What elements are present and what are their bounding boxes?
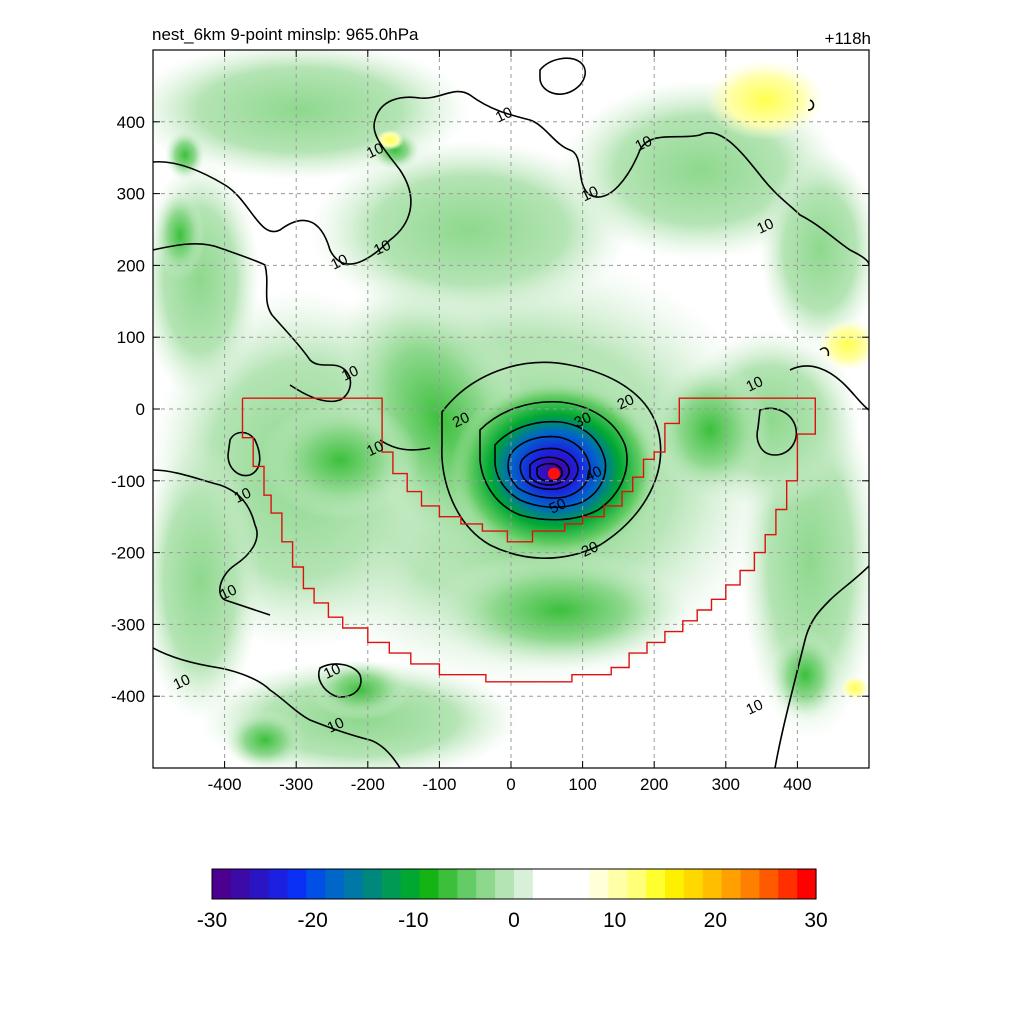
colorbar-swatch xyxy=(268,869,289,899)
colorbar-swatch xyxy=(570,869,591,899)
contour-label: 10 xyxy=(364,438,386,460)
contour-label: 20 xyxy=(450,409,472,431)
plot-title: nest_6km 9-point minslp: 965.0hPa xyxy=(152,25,419,44)
y-tick-label: -300 xyxy=(111,615,145,634)
colorbar-frame xyxy=(211,868,817,900)
x-tick-label: -100 xyxy=(422,775,456,794)
contour-labels: 10 10 10 10 10 10 10 10 10 10 10 10 10 10 10 10 20 20 20 30… xyxy=(171,104,777,737)
colorbar-tick-label: 30 xyxy=(804,909,827,932)
y-tick-label: 300 xyxy=(117,185,145,204)
y-tick-label: 100 xyxy=(117,328,145,347)
colorbar-swatch xyxy=(230,869,251,899)
x-tick-label: 100 xyxy=(568,775,596,794)
colorbar-tick-label: -20 xyxy=(297,909,327,932)
colorbar-swatch xyxy=(589,869,609,899)
colorbar-swatch xyxy=(306,869,326,899)
colorbar-swatch xyxy=(608,869,628,899)
colorbar: -30 -20 -10 0 10 20 30 xyxy=(197,868,828,932)
contour-label: 20 xyxy=(579,538,601,560)
contour-label: 40 xyxy=(582,463,604,485)
forecast-hour-label: +118h xyxy=(825,29,871,48)
contour-lines xyxy=(153,57,869,768)
colorbar-swatch xyxy=(514,869,534,899)
x-tick-label: 300 xyxy=(712,775,740,794)
contour-label: 10 xyxy=(321,660,343,682)
colorbar-tick-label: -30 xyxy=(197,909,227,932)
x-tick-label: 200 xyxy=(640,775,668,794)
y-tick-label: -200 xyxy=(111,544,145,563)
contour-label: 10 xyxy=(743,373,765,395)
plot-area: 10 10 10 10 10 10 10 10 10 10 10 10 10 10 10 10 20 20 20 30… xyxy=(153,50,869,768)
colorbar-swatch xyxy=(344,869,364,899)
y-tick-label: -400 xyxy=(111,687,145,706)
contour-label: 10 xyxy=(171,671,193,693)
colorbar-swatch xyxy=(381,869,402,899)
colorbar-swatch xyxy=(797,869,817,899)
colorbar-swatch xyxy=(551,869,572,899)
colorbar-swatch xyxy=(778,869,798,899)
colorbar-swatch xyxy=(759,869,779,899)
colorbar-swatch xyxy=(740,869,760,899)
x-tick-label: 0 xyxy=(506,775,515,794)
x-tick-label: -300 xyxy=(279,775,313,794)
colorbar-swatch xyxy=(646,869,666,899)
shading-layer xyxy=(153,50,869,768)
colorbar-tick-label: 20 xyxy=(704,909,727,932)
colorbar-swatch xyxy=(721,869,742,899)
x-tick-label: -200 xyxy=(351,775,385,794)
contour-label: 10 xyxy=(328,251,350,273)
contour-label: 20 xyxy=(615,391,637,413)
contour-label: 10 xyxy=(325,714,347,736)
contour-label: 10 xyxy=(493,104,515,126)
colorbar-swatch xyxy=(665,869,685,899)
storm-center-marker xyxy=(547,467,560,480)
colorbar-swatch xyxy=(457,869,477,899)
colorbar-swatch xyxy=(438,869,458,899)
contour-label: 10 xyxy=(633,133,655,155)
colorbar-swatch xyxy=(212,869,232,899)
contour-label: 10 xyxy=(339,362,361,384)
contour-label: 10 xyxy=(579,183,601,205)
x-tick-label: -400 xyxy=(208,775,242,794)
axes: -400 -300 -200 -100 0 100 200 300 40040030020010… xyxy=(111,50,869,794)
colorbar-swatch xyxy=(495,869,515,899)
colorbar-swatch xyxy=(363,869,383,899)
contour-label: 30 xyxy=(572,409,594,431)
colorbar-swatch xyxy=(419,869,440,899)
y-tick-label: 0 xyxy=(136,400,145,419)
colorbar-tick-label: 10 xyxy=(603,909,626,932)
nest-boundary-polygon xyxy=(241,397,816,683)
contour-label: 10 xyxy=(217,581,239,603)
colorbar-swatch xyxy=(287,869,307,899)
colorbar-tick-label: 0 xyxy=(508,909,520,932)
colorbar-swatch xyxy=(325,869,345,899)
x-tick-label: 400 xyxy=(783,775,811,794)
colorbar-swatch xyxy=(683,869,704,899)
colorbar-swatch xyxy=(702,869,723,899)
contour-label: 10 xyxy=(232,484,254,506)
colorbar-swatch xyxy=(476,869,496,899)
colorbar-tick-label: -10 xyxy=(398,909,428,932)
y-tick-label: 400 xyxy=(117,113,145,132)
colorbar-swatch xyxy=(627,869,647,899)
colorbar-swatch xyxy=(532,869,553,899)
contour-label: 10 xyxy=(371,237,393,259)
contour-label: 10 xyxy=(743,696,765,718)
y-tick-label: 200 xyxy=(117,256,145,275)
contour-label: 10 xyxy=(754,215,776,237)
contour-label: 10 xyxy=(364,140,386,162)
colorbar-swatch xyxy=(249,869,270,899)
y-tick-label: -100 xyxy=(111,472,145,491)
colorbar-swatch xyxy=(400,869,421,899)
contour-label: 50 xyxy=(547,495,569,517)
